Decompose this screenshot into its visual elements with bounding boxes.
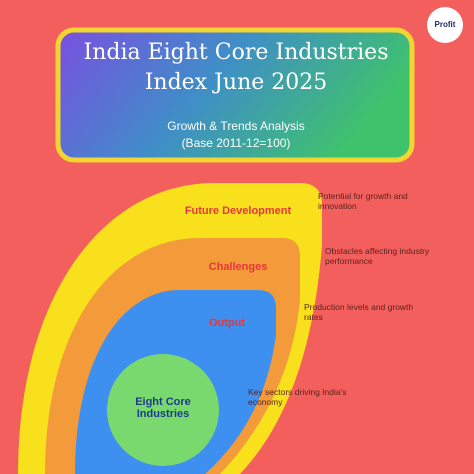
logo-text: Profit — [434, 20, 456, 29]
layer-description: Obstacles affecting industry performance — [325, 246, 430, 266]
layer-description: Production levels and growth rates — [304, 302, 414, 322]
layer-description: Key sectors driving India's economy — [248, 387, 347, 407]
layer-label: Output — [208, 317, 246, 329]
title: India Eight Core Industries — [83, 40, 389, 65]
layer-label: Eight Core Industries — [135, 396, 191, 420]
layer-description: Potential for growth and innovation — [318, 191, 408, 211]
title: Index June 2025 — [144, 70, 328, 95]
subtitle: (Base 2011-12=100) — [181, 136, 291, 150]
logo-badge — [427, 7, 463, 43]
subtitle: Growth & Trends Analysis — [167, 119, 305, 133]
layer-label: Future Development — [184, 205, 292, 217]
title-box — [55, 27, 415, 163]
layer-label: Challenges — [208, 261, 268, 273]
layer-core — [107, 354, 219, 466]
